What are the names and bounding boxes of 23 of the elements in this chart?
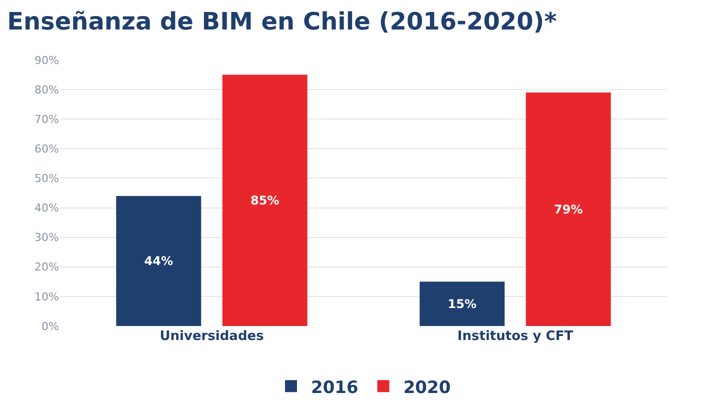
y-tick-label: 0% xyxy=(42,320,59,333)
legend-label: 2020 xyxy=(403,378,451,398)
data-label: 15% xyxy=(448,296,477,311)
data-label: 44% xyxy=(144,254,174,268)
data-label: 79% xyxy=(554,202,583,216)
y-tick-label: 50% xyxy=(34,172,59,186)
bar xyxy=(420,282,505,326)
data-label: 85% xyxy=(250,193,280,208)
bar xyxy=(116,196,202,326)
y-tick-label: 20% xyxy=(34,260,59,274)
bar xyxy=(526,92,611,326)
y-tick-label: 60% xyxy=(34,142,59,156)
bar xyxy=(222,74,308,326)
y-tick-label: 40% xyxy=(34,202,59,215)
y-tick-label: 70% xyxy=(34,112,59,126)
x-tick-label: Universidades xyxy=(160,329,264,344)
x-tick-label: Institutos y CFT xyxy=(457,329,574,344)
y-tick-label: 90% xyxy=(34,54,59,67)
chart-title: Enseñanza de BIM en Chile (2016-2020)* xyxy=(7,7,558,36)
y-tick-label: 10% xyxy=(34,290,59,304)
legend-label: 2016 xyxy=(311,378,358,398)
y-tick-label: 80% xyxy=(34,83,59,96)
y-tick-label: 30% xyxy=(34,231,59,244)
